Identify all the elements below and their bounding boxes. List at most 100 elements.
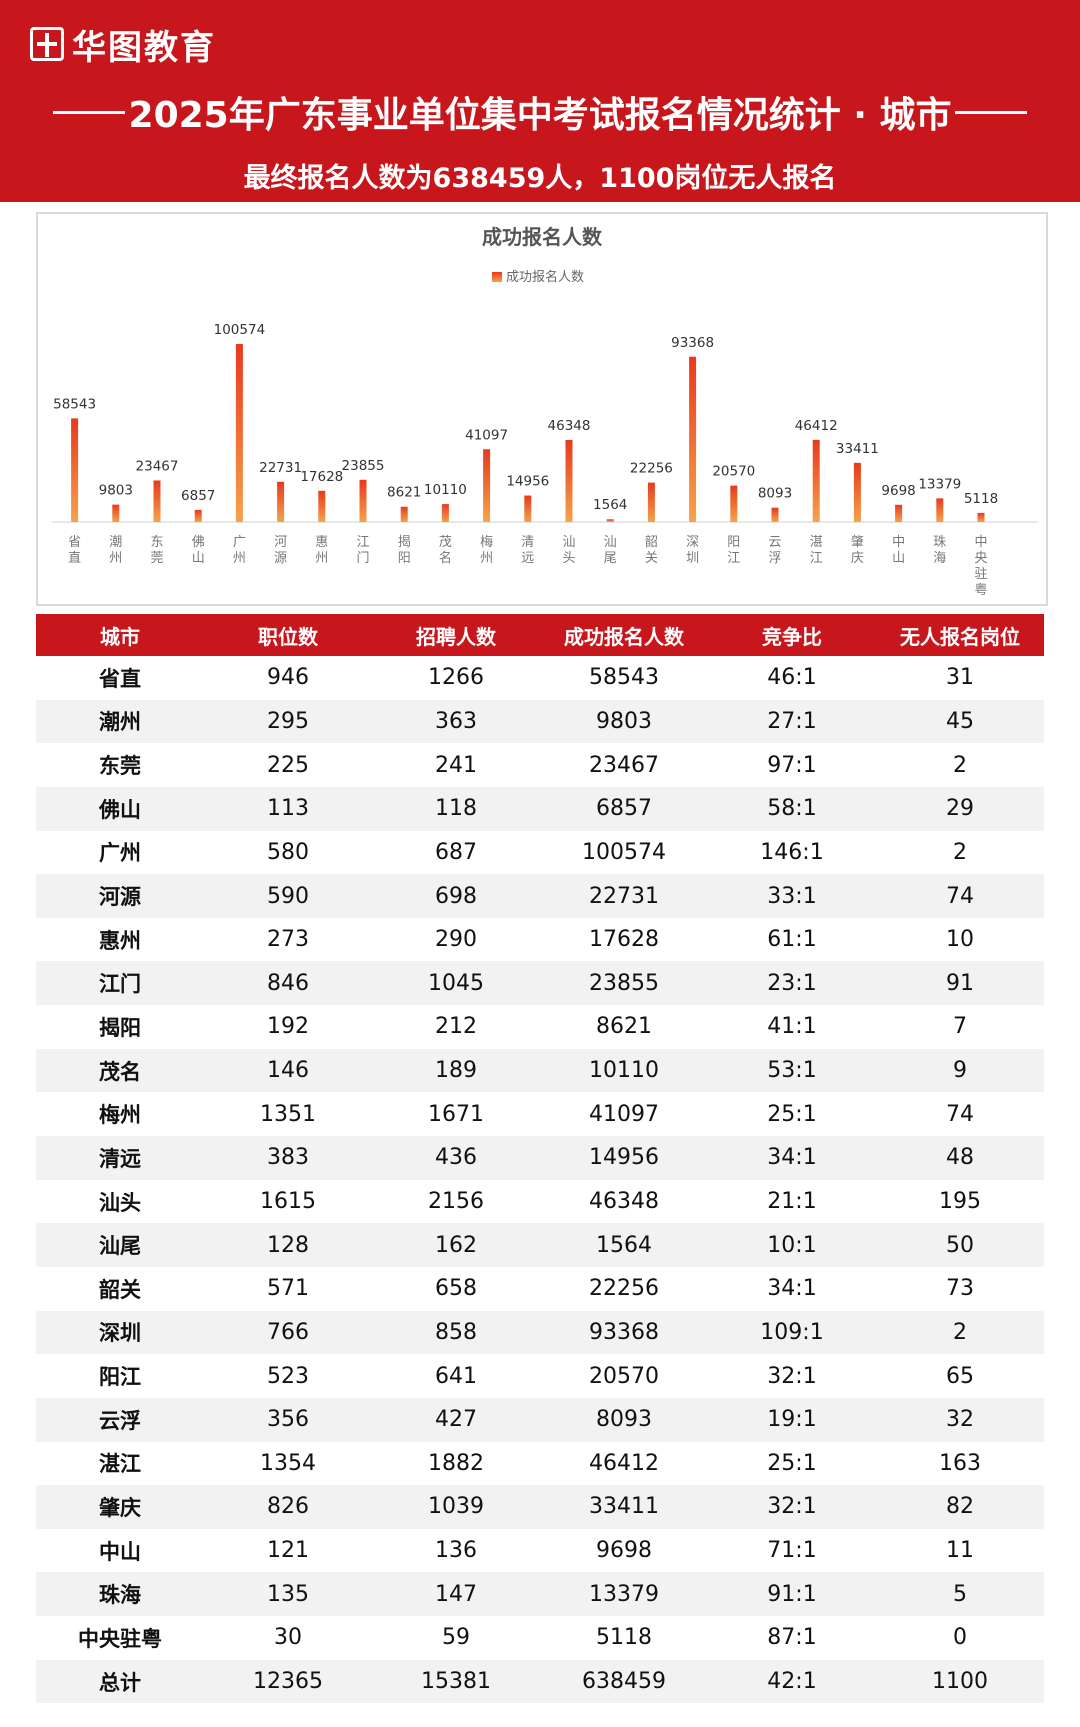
table-cell: 48 xyxy=(946,1145,974,1171)
table-cell: 22731 xyxy=(589,883,659,909)
table-cell: 韶关 xyxy=(99,1277,141,1302)
table-cell: 590 xyxy=(267,883,309,909)
data-label: 9803 xyxy=(99,483,133,499)
table-cell: 2 xyxy=(953,752,967,778)
tick-label: 潮州 xyxy=(109,535,122,566)
data-label: 9698 xyxy=(881,483,915,499)
column-header: 职位数 xyxy=(258,624,318,649)
table-cell: 1266 xyxy=(428,665,484,691)
table-cell: 87:1 xyxy=(767,1625,817,1651)
bar xyxy=(153,480,161,522)
table-cell: 826 xyxy=(267,1494,309,1520)
bar xyxy=(112,504,120,522)
table-cell: 14956 xyxy=(589,1145,659,1171)
table-row: 肇庆 826 1039 33411 32:1 82 xyxy=(36,1485,1044,1529)
data-label: 46348 xyxy=(548,418,591,434)
data-label: 46412 xyxy=(795,418,838,434)
table-cell: 31 xyxy=(946,665,974,691)
table-cell: 46412 xyxy=(589,1450,659,1476)
table-cell: 383 xyxy=(267,1145,309,1171)
table-cell: 9698 xyxy=(596,1538,652,1564)
data-label: 41097 xyxy=(465,427,508,443)
table-cell: 23:1 xyxy=(767,970,817,996)
data-label: 33411 xyxy=(836,441,879,457)
data-label: 13379 xyxy=(918,476,961,492)
table-cell: 江门 xyxy=(99,972,141,997)
table-cell: 128 xyxy=(267,1232,309,1258)
table-cell: 59 xyxy=(442,1625,470,1651)
table-cell: 22256 xyxy=(589,1276,659,1302)
table-cell: 162 xyxy=(435,1232,477,1258)
table-cell: 2 xyxy=(953,839,967,865)
table-cell: 33411 xyxy=(589,1494,659,1520)
table-cell: 珠海 xyxy=(99,1583,141,1608)
bar xyxy=(606,519,614,522)
table-cell: 290 xyxy=(435,927,477,953)
table-cell: 12365 xyxy=(253,1669,323,1695)
tick-label: 江门 xyxy=(356,535,369,566)
table-row: 珠海 135 147 13379 91:1 5 xyxy=(36,1572,1044,1617)
table-cell: 汕头 xyxy=(99,1190,141,1215)
table-row: 河源 590 698 22731 33:1 74 xyxy=(36,874,1044,918)
chart-panel: 成功报名人数 成功报名人数 58543 省直 9803 潮州 23467 东莞 6857 佛山 10… xyxy=(36,212,1048,606)
table-cell: 91 xyxy=(946,970,974,996)
logo: 华图教育 xyxy=(30,24,216,68)
table-row: 惠州 273 290 17628 61:1 10 xyxy=(36,918,1044,962)
data-label: 14956 xyxy=(506,474,549,490)
table-cell: 82 xyxy=(946,1494,974,1520)
table-cell: 858 xyxy=(435,1319,477,1345)
bar xyxy=(853,462,861,522)
page-title-wrap: 2025年广东事业单位集中考试报名情况统计 · 城市 xyxy=(0,86,1080,138)
table-cell: 65 xyxy=(946,1363,974,1389)
data-label: 20570 xyxy=(712,464,755,480)
tick-label: 肇庆 xyxy=(851,535,864,566)
table-cell: 295 xyxy=(267,708,309,734)
bar xyxy=(689,356,697,522)
bar xyxy=(400,506,408,522)
column-header: 成功报名人数 xyxy=(564,624,684,649)
table-cell: 7 xyxy=(953,1014,967,1040)
table-cell: 109:1 xyxy=(760,1319,824,1345)
table-cell: 41:1 xyxy=(767,1014,817,1040)
chart-title: 成功报名人数 xyxy=(482,225,603,249)
table-cell: 356 xyxy=(267,1407,309,1433)
table-row: 深圳 766 858 93368 109:1 2 xyxy=(36,1310,1044,1355)
legend-label: 成功报名人数 xyxy=(506,269,584,285)
table-cell: 1039 xyxy=(428,1494,484,1520)
table-cell: 2156 xyxy=(428,1189,484,1214)
table-cell: 17628 xyxy=(589,927,659,953)
bar xyxy=(318,490,326,522)
table-cell: 揭阳 xyxy=(99,1015,141,1040)
table-cell: 27:1 xyxy=(767,708,817,734)
bar xyxy=(441,504,449,522)
table-cell: 658 xyxy=(435,1276,477,1302)
tick-label: 中山 xyxy=(892,535,905,566)
table-cell: 42:1 xyxy=(767,1669,817,1695)
column-header: 城市 xyxy=(100,624,140,649)
column-header: 招聘人数 xyxy=(416,624,496,649)
tick-label: 梅州 xyxy=(480,535,493,566)
table-row: 中山 121 136 9698 71:1 11 xyxy=(36,1529,1044,1573)
table-cell: 汕尾 xyxy=(99,1234,141,1259)
data-label: 93368 xyxy=(671,335,714,351)
column-header: 无人报名岗位 xyxy=(900,624,1020,649)
table-cell: 189 xyxy=(435,1058,477,1084)
table-cell: 25:1 xyxy=(767,1101,817,1127)
table-cell: 93368 xyxy=(589,1319,659,1345)
table-cell: 146 xyxy=(267,1058,309,1084)
table-cell: 74 xyxy=(946,883,974,909)
table-cell: 10 xyxy=(946,927,974,953)
table-cell: 97:1 xyxy=(767,752,817,778)
table-cell: 846 xyxy=(267,970,309,996)
bar xyxy=(977,512,985,522)
table-cell: 147 xyxy=(435,1581,477,1607)
bar xyxy=(524,495,532,522)
table-cell: 638459 xyxy=(582,1669,666,1695)
table-row: 东莞 225 241 23467 97:1 2 xyxy=(36,743,1044,787)
tick-label: 广州 xyxy=(233,535,246,566)
tick-label: 佛山 xyxy=(192,535,205,566)
table-cell: 10110 xyxy=(589,1058,659,1084)
bar xyxy=(565,439,573,522)
table-cell: 163 xyxy=(939,1450,981,1476)
table-cell: 1045 xyxy=(428,970,484,996)
